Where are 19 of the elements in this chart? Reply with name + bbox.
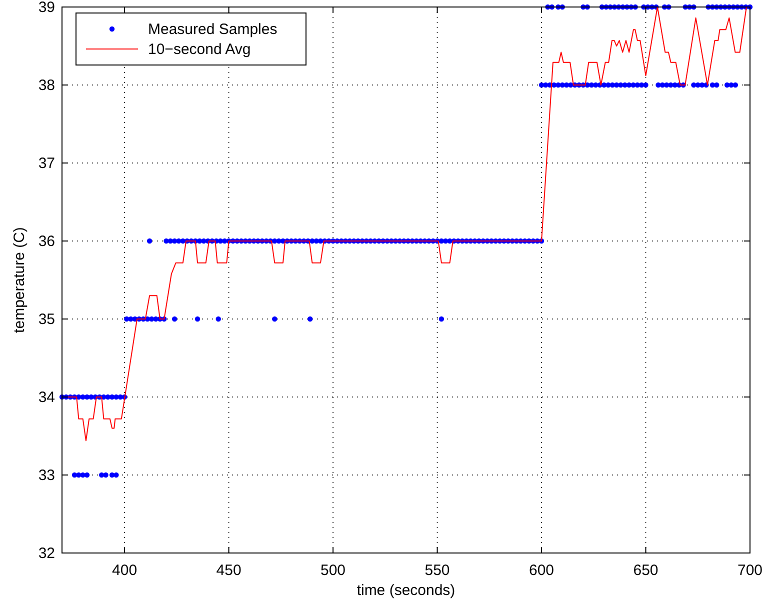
x-tick-label: 550 bbox=[424, 562, 450, 579]
legend-label: Measured Samples bbox=[148, 21, 278, 38]
x-tick-label: 400 bbox=[112, 562, 138, 579]
legend-label: 10−second Avg bbox=[148, 41, 251, 58]
y-tick-label: 33 bbox=[38, 467, 55, 484]
x-tick-label: 450 bbox=[216, 562, 242, 579]
y-tick-label: 38 bbox=[38, 77, 55, 94]
y-axis-title: temperature (C) bbox=[11, 227, 28, 333]
y-tick-label: 35 bbox=[38, 311, 55, 328]
x-tick-label: 700 bbox=[737, 562, 763, 579]
y-tick-label: 34 bbox=[38, 389, 55, 406]
y-tick-label: 37 bbox=[38, 155, 55, 172]
y-tick-label: 39 bbox=[38, 0, 55, 16]
x-axis-title: time (seconds) bbox=[356, 582, 456, 599]
x-tick-label: 650 bbox=[633, 562, 658, 579]
y-tick-label: 36 bbox=[38, 233, 55, 250]
x-tick-label: 500 bbox=[320, 562, 346, 579]
y-tick-label: 32 bbox=[38, 545, 55, 562]
x-tick-label: 600 bbox=[529, 562, 554, 579]
